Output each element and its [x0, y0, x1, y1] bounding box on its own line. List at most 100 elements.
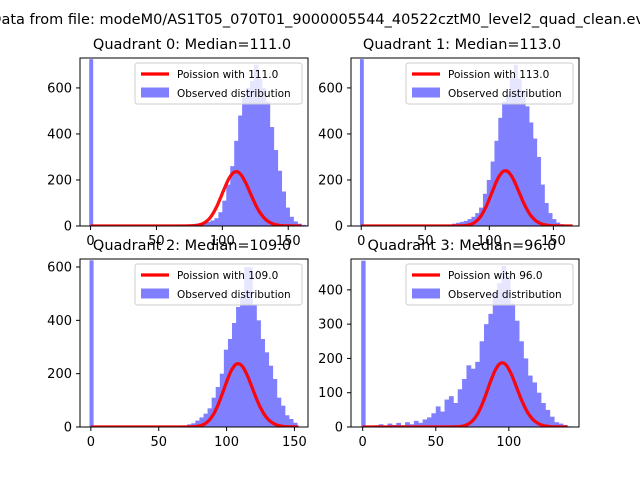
histogram-bar-zero: [89, 59, 94, 226]
histogram-bar: [276, 397, 282, 427]
histogram-bar: [545, 409, 551, 427]
legend-observed-label: Observed distribution: [448, 289, 562, 301]
x-tick-label: 100: [496, 435, 521, 450]
histogram-bar: [252, 304, 257, 427]
legend-box: [405, 62, 574, 105]
poisson-curve-line-solid: [362, 361, 568, 427]
subplot-quadrant-1: 0 50 100 150 0 200 400 600 Poission with 113.0 Ob…: [318, 37, 580, 249]
histogram-bar: [427, 417, 432, 427]
y-tick-label: 200: [47, 173, 72, 188]
x-tick-label: 50: [427, 435, 444, 450]
legend-0: Poission with 111.0 Observed distribution: [134, 62, 303, 105]
histogram-bar: [246, 87, 251, 226]
histogram-bar: [214, 218, 219, 226]
histogram-bar: [505, 94, 511, 226]
histogram-bar: [523, 358, 529, 427]
histogram-bar: [253, 64, 259, 226]
poisson-curve-line-solid: [360, 169, 573, 226]
histogram-bar: [293, 422, 298, 427]
histogram-bar: [268, 365, 274, 427]
histogram-bar: [269, 127, 275, 226]
histogram-bar: [293, 221, 298, 226]
x-tick-label: 0: [359, 435, 367, 450]
histogram-bar: [457, 389, 463, 427]
figure-suptitle: Data from file: modeM0/AS1T05_070T01_900…: [0, 12, 640, 28]
histogram-bar: [466, 365, 472, 427]
plot-area-1: [359, 59, 573, 226]
legend-3: Poission with 96.0 Observed distribution: [405, 263, 574, 306]
histogram-bar: [244, 267, 249, 427]
legend-poisson-label: Poission with 111.0: [177, 69, 278, 81]
histogram-bar: [453, 403, 459, 427]
legend-box: [134, 263, 303, 306]
histogram-bar: [301, 224, 306, 226]
legend-box: [405, 263, 574, 306]
legend-poisson-label: Poission with 109.0: [177, 270, 278, 282]
histogram-bar: [519, 341, 524, 427]
histogram-bar: [227, 339, 233, 427]
histogram-bar: [536, 392, 542, 427]
histogram-bar: [552, 219, 557, 226]
histogram-bar: [387, 423, 393, 427]
histogram-bar: [277, 170, 283, 226]
histogram-bar: [199, 417, 204, 427]
legend-observed-swatch: [412, 87, 440, 98]
x-tick-label: 50: [150, 435, 167, 450]
x-tick-label: 150: [541, 234, 566, 249]
y-tick-label: 100: [318, 386, 343, 401]
histogram-bar: [548, 213, 553, 226]
histogram-bar: [413, 420, 419, 427]
histogram-bar: [422, 419, 428, 427]
histogram-bar: [502, 101, 507, 226]
y-tick-label: 0: [335, 220, 343, 235]
histogram-bar: [525, 106, 530, 226]
histogram-bar: [230, 166, 235, 226]
y-tick-label: 600: [47, 261, 72, 276]
histogram-bar: [242, 97, 247, 226]
histogram-bar: [505, 276, 511, 427]
y-tick-label: 300: [318, 318, 343, 333]
histogram-bar: [509, 76, 515, 226]
histogram-bar: [459, 221, 465, 226]
axes-frame: [79, 57, 309, 227]
y-tick-label: 400: [47, 127, 72, 142]
histogram-bar: [272, 379, 278, 427]
histogram-bar-zero: [361, 260, 366, 427]
histogram-bar: [558, 423, 564, 427]
histogram-bar: [261, 87, 267, 226]
histogram-bar: [549, 416, 555, 427]
histogram-bar: [210, 220, 215, 226]
legend-2: Poission with 109.0 Observed distribution: [134, 263, 303, 306]
histogram-bar: [248, 267, 253, 427]
histogram-bar: [541, 403, 546, 427]
y-tick-label: 0: [64, 220, 72, 235]
histogram-bar: [467, 219, 472, 226]
axes-frame: [350, 57, 580, 227]
histogram-bar: [532, 138, 538, 226]
histogram-bar: [280, 405, 286, 427]
histogram-bar: [431, 413, 437, 427]
legend-box: [134, 62, 303, 105]
subplot-title-quadrant-0: Quadrant 0: Median=111.0: [93, 37, 291, 53]
histogram-bar: [475, 361, 481, 427]
histogram-bar: [289, 419, 294, 427]
histogram-bar: [265, 101, 271, 226]
histogram-bar: [285, 207, 290, 226]
y-tick-label: 400: [318, 127, 343, 142]
histogram-bar: [281, 191, 286, 226]
histogram-bar: [418, 422, 424, 427]
legend-observed-swatch: [141, 87, 169, 98]
y-tick-label: 200: [318, 352, 343, 367]
histogram-bar: [463, 220, 468, 226]
histogram-bar: [219, 373, 225, 427]
histogram-bar: [260, 339, 265, 427]
legend-poisson-label: Poission with 96.0: [448, 270, 543, 282]
histogram-bar: [555, 222, 561, 226]
histogram-bar: [510, 303, 516, 427]
histogram-bar: [536, 156, 541, 226]
histogram-bar: [273, 150, 279, 226]
histogram-bar: [195, 420, 200, 427]
y-tick-label: 400: [47, 314, 72, 329]
x-tick-label: 50: [148, 234, 165, 249]
